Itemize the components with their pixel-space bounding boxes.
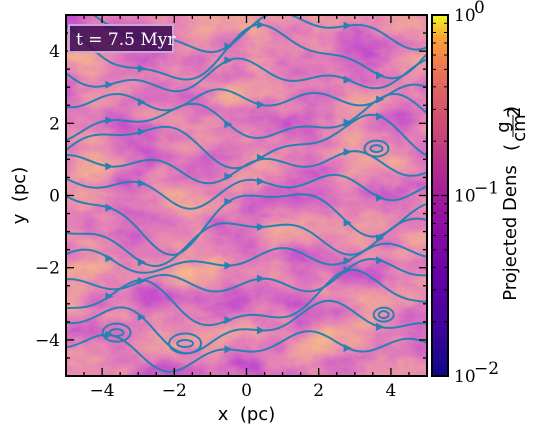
streamline-arrow (137, 312, 146, 321)
colorbar-unit-close-paren: ) (501, 106, 522, 113)
colorbar-tick-label: 10−2 (454, 359, 499, 387)
streamline-arrow (256, 20, 265, 29)
streamline-arrow (105, 254, 114, 263)
streamline-arrow (376, 71, 385, 80)
streamline-arrow (256, 326, 265, 335)
streamline-arrow (137, 127, 146, 136)
streamline (66, 242, 427, 274)
colorbar-unit-numerator: g (493, 121, 514, 132)
streamline-arrow (376, 234, 385, 243)
time-annotation: t = 7.5 Myr (68, 24, 176, 53)
streamline-arrow (224, 345, 233, 354)
streamline-arrow (224, 172, 233, 181)
colorbar-unit-denominator: cm (509, 114, 530, 141)
streamline-arrow (256, 100, 265, 109)
x-tick-label: −4 (90, 381, 115, 401)
svg-text:10: 10 (454, 187, 476, 207)
axis-ticks: −4 −2 0 2 4 −4 −2 0 2 4 (35, 14, 428, 401)
x-tick-label: 4 (385, 381, 396, 401)
svg-text:0: 0 (474, 0, 485, 18)
svg-text:10: 10 (454, 6, 476, 26)
streamline-arrow (105, 162, 114, 171)
streamline (66, 57, 427, 93)
colorbar-tick-label: 100 (454, 0, 485, 26)
y-axis-label: y (pc) (9, 167, 30, 224)
streamline (66, 299, 427, 355)
streamline-arrow (105, 330, 114, 339)
streamline (66, 23, 427, 81)
y-tick-label: −4 (35, 331, 60, 351)
streamline-arrow (376, 322, 385, 331)
streamline-arrow (343, 147, 352, 156)
streamline-loop (369, 144, 384, 154)
streamline-arrow (343, 21, 352, 30)
streamline-arrow (343, 118, 352, 127)
x-tick-label: 0 (241, 381, 252, 401)
streamline-arrow (224, 120, 233, 129)
streamline-arrow (105, 116, 114, 125)
streamline (66, 92, 427, 142)
streamline-arrow (105, 292, 114, 301)
streamline-arrow (343, 266, 352, 275)
streamline-arrow (256, 274, 265, 283)
streamline (66, 268, 427, 327)
streamline-arrow (256, 222, 265, 231)
streamline-loop (168, 332, 203, 355)
y-tick-label: 2 (49, 114, 60, 134)
svg-text:−1: −1 (474, 179, 499, 199)
y-tick-label: −2 (35, 259, 60, 279)
streamline (66, 173, 427, 210)
streamline-arrow (376, 193, 385, 202)
streamline-arrow (105, 203, 114, 212)
streamline (66, 217, 427, 268)
colorbar-unit-open-paren: ( (501, 144, 522, 151)
streamline-arrow (137, 64, 146, 73)
svg-text:10: 10 (454, 367, 476, 387)
colorbar-tick-label: 10−1 (454, 179, 499, 207)
x-axis-label: x (pc) (218, 404, 275, 425)
colorbar-axis-label: Projected Dens ( g cm 2 ) (493, 106, 530, 301)
streamline-arrow (224, 56, 233, 65)
streamline-arrow (376, 256, 385, 265)
streamline-arrow (137, 179, 146, 188)
streamline-arrow (256, 177, 265, 186)
streamline (66, 330, 427, 373)
streamline-loop (363, 139, 390, 158)
streamline-arrow (343, 218, 352, 227)
y-tick-label: 4 (49, 42, 60, 62)
streamline-arrow (224, 197, 233, 206)
colorbar-unit-exponent: 2 (504, 107, 525, 118)
x-tick-label: −2 (162, 381, 187, 401)
streamline-arrow (343, 75, 352, 84)
svg-text:−2: −2 (474, 359, 499, 379)
y-tick-label: 0 (49, 187, 60, 207)
colorbar-label-main: Projected Dens (500, 165, 521, 301)
streamline-loop (108, 328, 125, 338)
streamline-loop (176, 339, 195, 349)
streamlines (66, 15, 427, 373)
streamline-arrow (137, 98, 146, 107)
streamline-arrow (376, 112, 385, 121)
streamline-loop (372, 306, 395, 323)
streamline (66, 193, 427, 256)
x-tick-label: 2 (313, 381, 324, 401)
streamline-loop (101, 322, 132, 343)
streamline-arrow (343, 256, 352, 265)
streamline-arrow (137, 258, 146, 267)
streamline-arrow (224, 316, 233, 325)
streamline-arrow (224, 261, 233, 270)
streamline-arrow (105, 80, 114, 89)
streamline-loop (377, 310, 390, 320)
streamline-arrow (343, 343, 352, 352)
time-label: t = 7.5 Myr (76, 30, 176, 50)
